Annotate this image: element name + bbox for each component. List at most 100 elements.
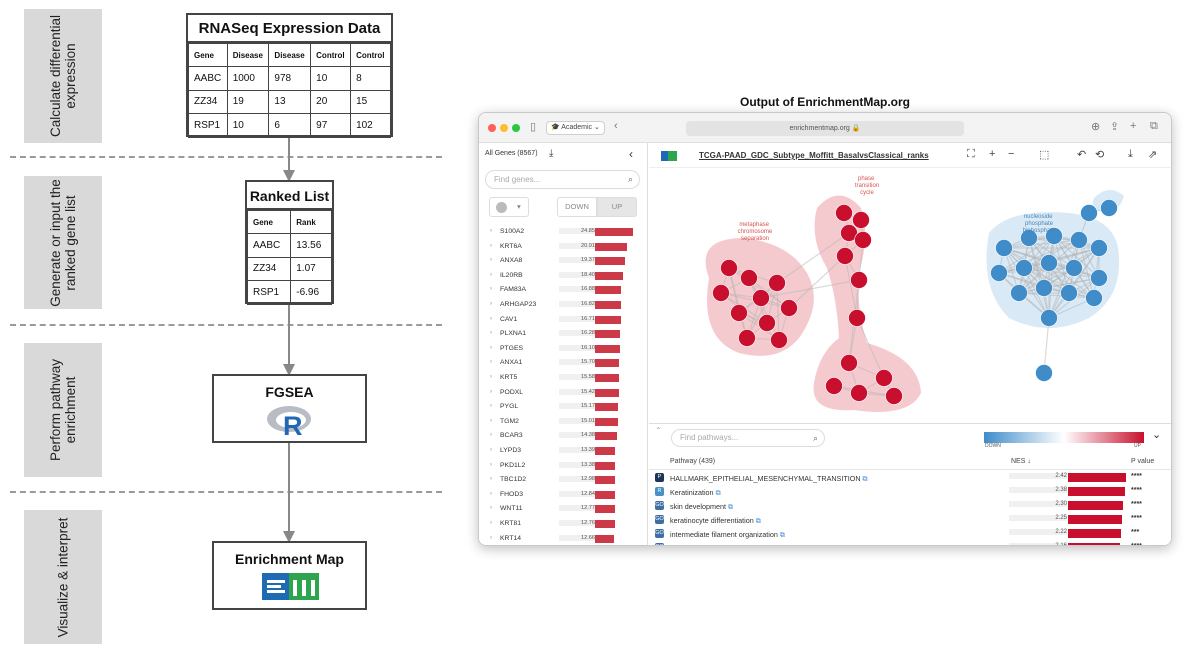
gene-row[interactable]: › ARHGAP23 16.82 [479,298,648,313]
zoom-in-icon[interactable]: + [989,148,996,160]
gene-search-input[interactable]: Find genes... ⌕ [485,170,640,189]
col-pvalue[interactable]: P value [1131,458,1155,465]
col-nes[interactable]: NES ↓ [1011,458,1031,465]
chevron-right-icon: › [490,301,492,307]
pathway-search-input[interactable]: Find pathways... ⌕ [671,429,825,447]
zoom-out-icon[interactable]: − [1008,148,1015,160]
gene-rank-value: 16.10 [559,344,595,351]
pathway-row[interactable]: GO keratinocyte differentiation ⧉ 2.25 **** [649,513,1171,527]
table-row: RSP1 10 6 97 102 [188,113,391,138]
fgsea-title: FGSEA [265,384,314,400]
gene-row[interactable]: › WNT11 12.77 [479,502,648,517]
gene-name: S100A2 [500,228,525,235]
enrichment-map-box: Enrichment Map [212,541,367,610]
restore-icon[interactable]: ⟲ [1095,149,1105,161]
toggle-up-button[interactable]: UP [597,197,637,217]
download-genes-icon[interactable]: ⤓ [549,148,554,159]
export-icon[interactable]: ⇗ [1148,149,1158,161]
gene-row[interactable]: › PYGL 15.17 [479,400,648,415]
expand-panel-icon[interactable]: ⌃ [655,426,662,435]
ranked-list-title: Ranked List [247,182,332,210]
external-link-icon[interactable]: ⧉ [755,516,761,525]
collapse-panel-icon[interactable]: ‹ [629,147,633,161]
pathway-name: epidermis development ⧉ [670,544,751,545]
gene-row[interactable]: › KRT6A 20.91 [479,240,648,255]
download-icon[interactable]: ⊕ [1091,121,1101,133]
gene-row[interactable]: › KRT14 12.66 [479,532,648,545]
section-divider [10,156,442,158]
collapse-chevron-icon[interactable]: ⌄ [1152,429,1162,441]
gene-rank-bar [595,286,621,295]
minimize-window-button[interactable] [500,124,508,132]
gene-row[interactable]: › KRT5 15.58 [479,371,648,386]
gene-name: PKD1L2 [500,461,526,469]
gene-rank-value: 13.39 [559,447,595,453]
gene-row[interactable]: › CAV1 16.71 [479,313,648,328]
external-link-icon[interactable]: ⧉ [779,530,786,539]
gene-row[interactable]: › TGM2 15.01 [479,415,648,430]
toggle-down-button[interactable]: DOWN [557,197,597,217]
gene-rank-value: 16.71 [559,315,595,322]
share-icon[interactable]: ⇪ [1110,121,1120,133]
gene-row[interactable]: › PTGES 16.10 [479,342,648,357]
gene-row[interactable]: › PKD1L2 13.38 [479,459,648,474]
table-header: Control [310,43,352,67]
external-link-icon[interactable]: ⧉ [727,502,734,511]
pathway-row[interactable]: GO epidermis development ⧉ 2.16 **** [649,541,1171,545]
pathway-row[interactable]: GO skin development ⧉ 2.30 **** [649,499,1171,513]
network-edge [998,272,1070,294]
close-window-button[interactable] [488,124,496,132]
table-row: RSP1 -6.96 [246,280,332,305]
fit-view-icon[interactable]: ⛶ [967,148,975,160]
chevron-right-icon: › [490,432,492,439]
nes-bar [1068,529,1122,538]
chevron-right-icon: › [490,257,492,264]
rnaseq-table: RNASeq Expression Data Gene Disease Dise… [186,13,393,138]
new-tab-icon[interactable]: + [1130,120,1137,132]
pathway-node [1040,309,1058,327]
address-bar[interactable]: enrichmentmap.org 🔒 [686,121,964,136]
gene-row[interactable]: › IL20RB 18.40 [479,269,648,284]
gene-name: PLXNA1 [500,330,527,338]
gene-row[interactable]: › FHOD3 12.84 [479,488,648,503]
gene-filter-dropdown[interactable]: ▾ [489,197,529,217]
pathway-row[interactable]: R Keratinization ⧉ 2.38 **** [649,485,1171,499]
select-area-icon[interactable]: ⬚ [1039,149,1050,161]
download-network-icon[interactable]: ⤓ [1128,148,1133,160]
rnaseq-table-title: RNASeq Expression Data [188,15,391,43]
gene-rank-value: 15.58 [559,374,595,380]
gene-row[interactable]: › ANXA8 19.37 [479,254,648,269]
pathway-row[interactable]: GO intermediate filament organization ⧉ 2.… [649,527,1171,541]
external-link-icon[interactable]: ⧉ [746,544,751,545]
external-link-icon[interactable]: ⧉ [862,474,868,483]
gene-row[interactable]: › BCAR3 14.38 [479,429,648,444]
gene-row[interactable]: › ANXA1 15.70 [479,356,648,371]
pathway-node [740,269,758,287]
gene-name: IL20RB [500,271,523,279]
gene-name: KRT81 [500,520,522,527]
gene-name: ANXA8 [500,257,523,265]
tabs-overview-icon[interactable]: ⧉ [1150,120,1158,132]
gene-row[interactable]: › FAM83A 16.88 [479,283,648,298]
chevron-right-icon: › [490,286,492,293]
undo-icon[interactable]: ↶ [1077,149,1087,161]
back-icon[interactable]: ‹ [614,120,618,132]
maximize-window-button[interactable] [512,124,520,132]
gene-row[interactable]: › KRT81 12.76 [479,517,648,532]
gene-row[interactable]: › PLXNA1 16.28 [479,327,648,342]
tab-group-pill[interactable]: 🎓 Academic ⌄ [546,121,605,135]
gene-row[interactable]: › S100A2 24.85 [479,225,648,240]
chevron-right-icon: › [490,520,492,526]
sidebar-toggle-icon[interactable]: ▯ [530,121,537,133]
gene-row[interactable]: › LYPD3 13.39 [479,444,648,459]
gene-row[interactable]: › TBC1D2 12.98 [479,473,648,488]
external-link-icon[interactable]: ⧉ [715,488,721,497]
network-canvas[interactable]: phase transition cycle metaphase chromoso… [649,168,1172,423]
source-db-icon: GO [655,501,664,510]
gene-row[interactable]: › PODXL 15.42 [479,386,648,401]
col-pathway[interactable]: Pathway (439) [670,458,716,465]
network-edge [748,277,780,341]
gene-name: PYGL [500,403,519,411]
network-edge [1043,317,1050,374]
pathway-row[interactable]: P HALLMARK_EPITHELIAL_MESENCHYMAL_TRANSIT… [649,471,1171,485]
